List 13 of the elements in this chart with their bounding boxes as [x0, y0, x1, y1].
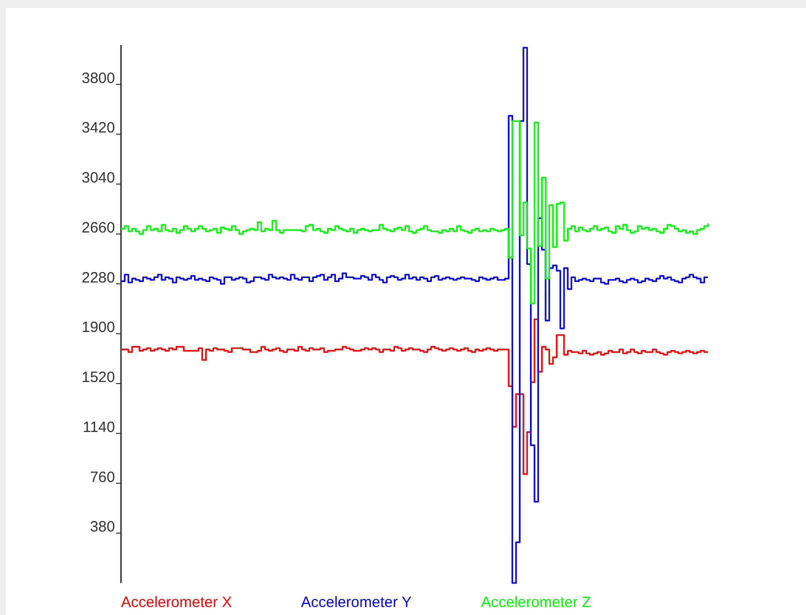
y-tick-label: 3420: [82, 120, 115, 137]
y-tick-label: 1140: [82, 418, 115, 436]
y-tick-label: 1520: [82, 369, 115, 386]
y-tick-label: 2280: [82, 269, 115, 286]
text: Accelerometer Z: [481, 594, 592, 611]
y-tick-label: 760: [90, 468, 115, 486]
y-tick-label: 3040: [82, 170, 115, 187]
text: Accelerometer X: [121, 594, 232, 611]
y-tick-label: 1900: [82, 319, 115, 336]
text: Accelerometer Y: [301, 594, 412, 611]
y-tick-label: 380: [90, 518, 115, 536]
y-tick-label: 2660: [82, 219, 115, 236]
y-tick-label: 3800: [82, 70, 115, 87]
